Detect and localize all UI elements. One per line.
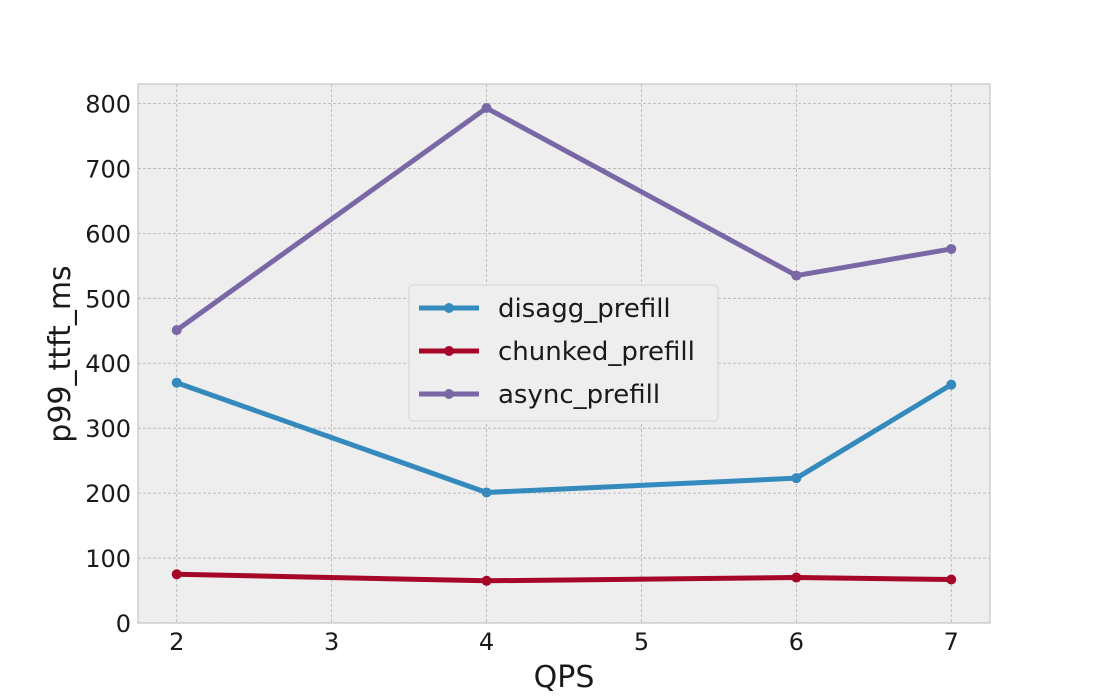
- y-tick-label: 300: [85, 415, 131, 443]
- data-point-disagg_prefill: [171, 377, 182, 388]
- data-point-chunked_prefill: [171, 569, 182, 580]
- x-tick-label: 2: [169, 628, 184, 656]
- data-point-disagg_prefill: [791, 473, 802, 484]
- data-point-async_prefill: [946, 243, 957, 254]
- x-tick-label: 7: [944, 628, 959, 656]
- data-point-chunked_prefill: [946, 574, 957, 585]
- series-group: [171, 103, 957, 586]
- data-point-async_prefill: [481, 103, 492, 114]
- series-line-disagg_prefill: [175, 380, 953, 495]
- data-point-async_prefill: [171, 325, 182, 336]
- legend-box: [408, 284, 719, 422]
- series-line-chunked_prefill: [176, 571, 952, 584]
- data-point-disagg_prefill: [946, 379, 957, 390]
- x-tick-label: 4: [479, 628, 494, 656]
- legend-label-disagg_prefill: disagg_prefill: [498, 294, 671, 324]
- data-point-async_prefill: [791, 270, 802, 281]
- y-tick-label: 600: [85, 220, 131, 248]
- x-tick-label: 3: [324, 628, 339, 656]
- y-tick-label: 100: [85, 545, 131, 573]
- data-point-chunked_prefill: [481, 575, 492, 586]
- legend: disagg_prefill chunked_prefill async_prefi…: [408, 284, 719, 422]
- y-tick-label: 400: [85, 350, 131, 378]
- y-tick-label: 500: [85, 285, 131, 313]
- y-tick-label: 200: [85, 480, 131, 508]
- legend-marker-disagg_prefill: [444, 303, 454, 313]
- data-point-chunked_prefill: [791, 572, 802, 583]
- series-line-async_prefill: [175, 105, 952, 333]
- legend-label-async_prefill: async_prefill: [498, 380, 660, 410]
- legend-marker-async_prefill: [444, 389, 454, 399]
- y-axis-ticks: 0 100 200 300 400 500 600 700 800: [85, 90, 131, 638]
- legend-label-chunked_prefill: chunked_prefill: [498, 337, 695, 367]
- x-axis-label: QPS: [534, 660, 595, 695]
- x-axis-ticks: 2 3 4 5 6 7: [169, 628, 959, 656]
- y-tick-label: 800: [85, 90, 131, 118]
- y-tick-label: 0: [116, 610, 131, 638]
- y-axis-label: p99_ttft_ms: [43, 265, 78, 442]
- x-tick-label: 5: [634, 628, 649, 656]
- x-tick-label: 6: [789, 628, 804, 656]
- data-point-disagg_prefill: [481, 487, 492, 498]
- y-tick-label: 700: [85, 155, 131, 183]
- legend-marker-chunked_prefill: [444, 346, 454, 356]
